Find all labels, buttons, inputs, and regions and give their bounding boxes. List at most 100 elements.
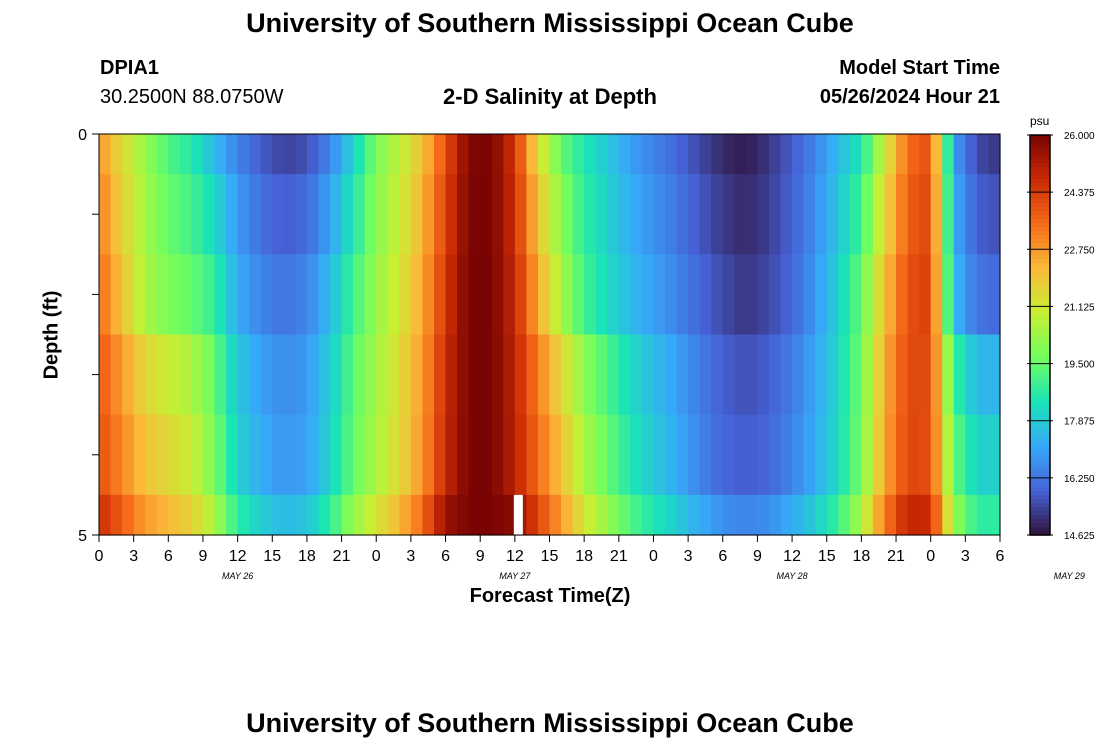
heatmap-cell <box>919 414 932 496</box>
heatmap-cell <box>688 134 701 175</box>
heatmap-cell <box>156 334 169 416</box>
colorbar-segment <box>1030 491 1050 496</box>
heatmap-cell <box>919 254 932 336</box>
heatmap-cell <box>734 494 747 536</box>
heatmap-cell <box>306 134 320 175</box>
colorbar-segment <box>1030 343 1050 348</box>
colorbar-tick-label: 14.625 <box>1064 531 1095 542</box>
heatmap-cell <box>387 334 400 416</box>
colorbar-segment <box>1030 455 1050 460</box>
heatmap-cell <box>537 174 551 255</box>
colorbar-segment <box>1030 431 1050 436</box>
heatmap-cell <box>607 254 620 336</box>
heatmap-cell <box>849 494 862 536</box>
colorbar-segment <box>1030 351 1050 356</box>
heatmap-cell <box>145 134 158 175</box>
heatmap-cell <box>168 254 181 336</box>
heatmap-cell <box>768 174 782 255</box>
page-title: University of Southern Mississippi Ocean… <box>246 8 854 38</box>
heatmap-cell <box>422 494 435 536</box>
heatmap-cell <box>110 414 123 496</box>
heatmap-cell <box>572 414 585 496</box>
colorbar-segment <box>1030 227 1050 232</box>
heatmap-cell <box>445 334 458 416</box>
heatmap-cell <box>930 414 943 496</box>
heatmap-cell <box>641 174 655 255</box>
colorbar-segment <box>1030 239 1050 244</box>
heatmap-cell <box>561 134 574 175</box>
colorbar-segment <box>1030 499 1050 504</box>
x-tick-label: 3 <box>406 548 415 565</box>
colorbar-segment <box>1030 339 1050 344</box>
heatmap-cell <box>260 174 273 255</box>
model-start-label: Model Start Time <box>839 57 1000 79</box>
heatmap-cell <box>410 414 424 496</box>
heatmap-cell <box>468 174 481 255</box>
heatmap-cell <box>468 414 481 496</box>
colorbar-segment <box>1030 331 1050 336</box>
heatmap-cell <box>306 414 320 496</box>
heatmap-cell <box>526 494 539 536</box>
heatmap-cell <box>618 254 631 336</box>
heatmap-cell <box>745 174 759 255</box>
colorbar-segment <box>1030 271 1050 276</box>
colorbar-segment <box>1030 399 1050 404</box>
heatmap-cell <box>422 414 435 496</box>
colorbar-segment <box>1030 423 1050 428</box>
colorbar-segment <box>1030 395 1050 400</box>
heatmap-cell <box>503 334 516 416</box>
heatmap-cell <box>722 334 735 416</box>
heatmap-cell <box>872 174 886 255</box>
heatmap-cell <box>988 494 1001 536</box>
heatmap-cell <box>653 494 666 536</box>
heatmap-cell <box>179 174 193 255</box>
heatmap-cell <box>410 254 424 336</box>
heatmap-cell <box>318 494 331 536</box>
heatmap-cell <box>514 414 527 496</box>
heatmap-cell <box>803 494 816 536</box>
heatmap-cell <box>953 334 966 416</box>
heatmap-cell <box>387 414 400 496</box>
heatmap-cell <box>711 174 724 255</box>
heatmap-cell <box>491 254 504 336</box>
heatmap-cell <box>249 334 262 416</box>
heatmap-cell <box>734 414 747 496</box>
heatmap-cell <box>953 414 966 496</box>
colorbar-segment <box>1030 439 1050 444</box>
heatmap-cell <box>780 174 793 255</box>
colorbar-segment <box>1030 283 1050 288</box>
colorbar-segment <box>1030 251 1050 256</box>
heatmap-cell <box>838 414 851 496</box>
colorbar-segment <box>1030 471 1050 476</box>
heatmap-cell <box>457 494 470 536</box>
heatmap-cell <box>792 414 805 496</box>
heatmap-cell <box>480 174 493 255</box>
heatmap-cell <box>618 134 631 175</box>
station-id: DPIA1 <box>100 57 159 79</box>
heatmap-cell <box>237 174 250 255</box>
heatmap-cell <box>838 334 851 416</box>
heatmap-cell <box>122 494 135 536</box>
heatmap-cell <box>226 414 239 496</box>
heatmap-cell <box>156 414 169 496</box>
x-axis-label: Forecast Time(Z) <box>469 585 631 607</box>
heatmap-cell <box>410 174 424 255</box>
heatmap-cell <box>849 254 862 336</box>
heatmap-cell <box>815 494 828 536</box>
colorbar-segment <box>1030 143 1050 148</box>
heatmap-cell <box>503 254 516 336</box>
colorbar-segment <box>1030 139 1050 144</box>
colorbar-segment <box>1030 371 1050 376</box>
x-tick-label: 0 <box>95 548 104 565</box>
heatmap-cell <box>665 254 678 336</box>
x-tick-label: 18 <box>298 548 316 565</box>
heatmap-cell <box>468 254 481 336</box>
colorbar-segment <box>1030 175 1050 180</box>
heatmap-cell <box>145 414 158 496</box>
x-tick-label: 21 <box>887 548 905 565</box>
heatmap-cell <box>272 494 285 536</box>
heatmap-cell <box>734 134 747 175</box>
colorbar-segment <box>1030 483 1050 488</box>
heatmap-cell <box>976 134 990 175</box>
heatmap-cell <box>272 414 285 496</box>
